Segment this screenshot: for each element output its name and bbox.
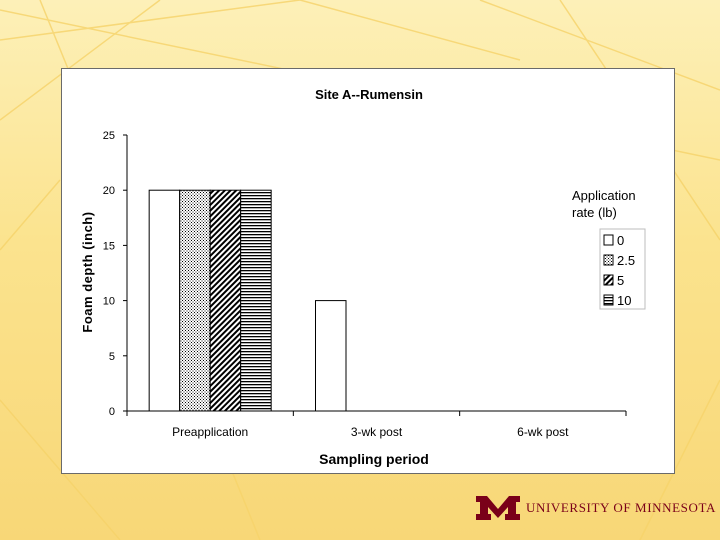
legend-label: 0	[617, 233, 624, 248]
y-tick-label: 5	[109, 351, 115, 363]
legend-label: 2.5	[617, 253, 635, 268]
x-tick-label: 6-wk post	[517, 425, 569, 439]
y-tick-label: 10	[103, 296, 115, 308]
chart-title: Site A--Rumensin	[315, 87, 423, 102]
legend-label: 5	[617, 273, 624, 288]
legend-label: 10	[617, 293, 631, 308]
x-axis-label: Sampling period	[319, 451, 429, 467]
legend-swatch	[603, 274, 614, 286]
legend: Application rate (lb) 0 2.5 5 10	[572, 188, 646, 310]
legend-swatch	[603, 234, 614, 246]
bar	[240, 189, 272, 412]
university-name: UNIVERSITY OF MINNESOTA	[526, 500, 716, 515]
legend-swatch	[603, 254, 614, 266]
x-axis: Preapplication 3-wk post 6-wk post	[126, 410, 627, 439]
y-axis: 0 5 10 15 20 25	[103, 130, 128, 418]
block-m-icon	[476, 496, 520, 520]
x-tick-label: 3-wk post	[351, 425, 403, 439]
chart-panel: Site A--Rumensin 0 5 10 15 20 25 Preapplicati…	[61, 68, 675, 474]
legend-swatch	[603, 294, 614, 306]
bar	[148, 189, 181, 412]
bar-chart: Site A--Rumensin 0 5 10 15 20 25 Preapplicati…	[80, 87, 646, 467]
university-logo: UNIVERSITY OF MINNESOTA	[476, 494, 716, 522]
bar	[179, 189, 211, 412]
bar	[209, 189, 242, 412]
bars	[148, 189, 347, 412]
y-tick-label: 0	[109, 406, 115, 418]
legend-title: Application rate (lb)	[572, 188, 639, 220]
y-tick-label: 25	[103, 130, 115, 142]
y-tick-label: 15	[103, 240, 115, 252]
x-tick-label: Preapplication	[172, 425, 248, 439]
y-tick-label: 20	[103, 185, 115, 197]
y-axis-label: Foam depth (inch)	[80, 211, 95, 332]
bar	[315, 300, 347, 412]
